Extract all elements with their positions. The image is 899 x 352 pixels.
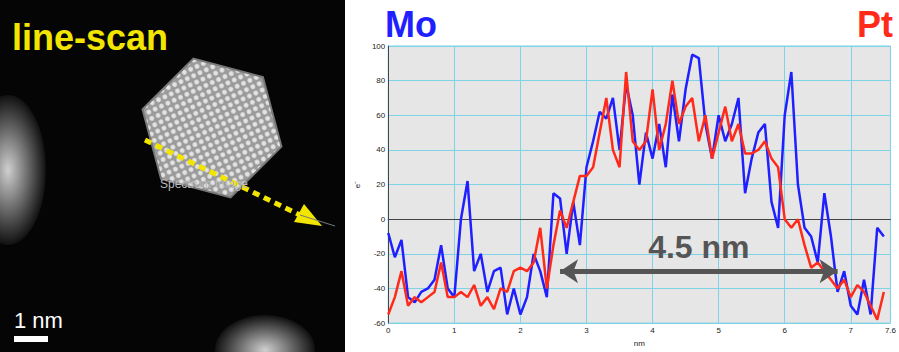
svg-text:Mo: Mo bbox=[385, 4, 437, 45]
svg-text:7: 7 bbox=[849, 326, 854, 335]
svg-text:2: 2 bbox=[518, 326, 523, 335]
svg-text:Spectrum Image: Spectrum Image bbox=[160, 177, 248, 191]
svg-text:7.6: 7.6 bbox=[885, 326, 897, 335]
svg-text:80: 80 bbox=[376, 76, 385, 85]
svg-text:line-scan: line-scan bbox=[12, 17, 168, 58]
svg-text:-40: -40 bbox=[374, 284, 386, 293]
svg-text:-20: -20 bbox=[374, 249, 386, 258]
svg-text:6: 6 bbox=[782, 326, 787, 335]
svg-text:-60: -60 bbox=[374, 319, 386, 328]
svg-text:20: 20 bbox=[376, 180, 385, 189]
svg-text:100: 100 bbox=[372, 42, 386, 51]
svg-text:1 nm: 1 nm bbox=[14, 308, 63, 333]
svg-text:4.5 nm: 4.5 nm bbox=[648, 229, 749, 265]
svg-text:nm: nm bbox=[634, 339, 645, 348]
svg-text:0: 0 bbox=[386, 326, 391, 335]
svg-text:3: 3 bbox=[584, 326, 589, 335]
svg-text:0: 0 bbox=[381, 215, 386, 224]
svg-text:60: 60 bbox=[376, 111, 385, 120]
svg-text:1: 1 bbox=[452, 326, 457, 335]
svg-text:Pt: Pt bbox=[857, 4, 893, 45]
svg-text:40: 40 bbox=[376, 145, 385, 154]
svg-text:e⁻: e⁻ bbox=[353, 181, 362, 188]
svg-text:5: 5 bbox=[716, 326, 721, 335]
svg-text:4: 4 bbox=[650, 326, 655, 335]
